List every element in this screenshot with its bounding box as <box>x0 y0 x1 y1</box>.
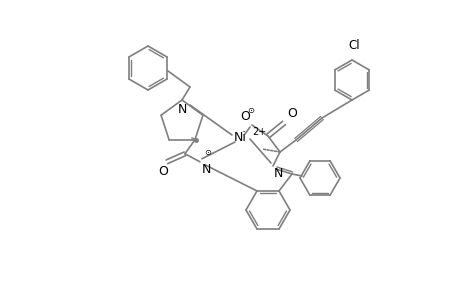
Text: O: O <box>240 110 249 123</box>
Text: N: N <box>177 103 186 116</box>
Text: Ni: Ni <box>233 130 246 143</box>
Text: 2+: 2+ <box>252 127 266 137</box>
Text: N: N <box>274 167 283 180</box>
Text: O: O <box>286 107 296 120</box>
Text: Cl: Cl <box>347 39 359 52</box>
Text: O: O <box>157 165 168 178</box>
Text: N: N <box>202 163 211 176</box>
Text: ⊙: ⊙ <box>247 106 254 115</box>
Text: ⊙: ⊙ <box>204 148 211 157</box>
